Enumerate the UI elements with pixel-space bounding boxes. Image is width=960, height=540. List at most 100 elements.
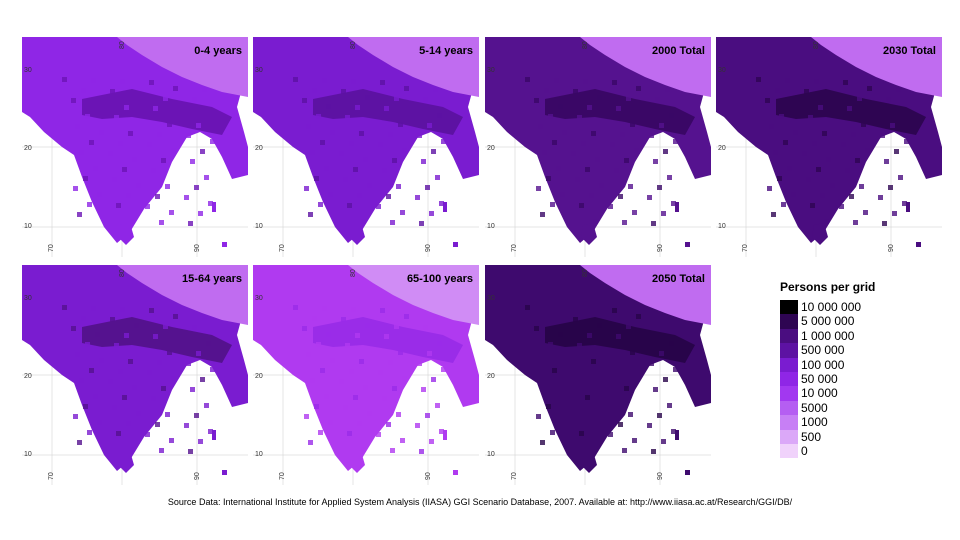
grid-cell	[867, 86, 872, 91]
grid-cell	[380, 308, 385, 313]
grid-cell	[194, 413, 199, 418]
grid-cell	[363, 385, 368, 390]
grid-cell	[659, 123, 664, 128]
dense-region	[82, 317, 232, 363]
grid-cell	[886, 97, 891, 102]
grid-cell	[161, 158, 166, 163]
grid-cell	[767, 186, 772, 191]
grid-cell	[421, 387, 426, 392]
grid-cell	[556, 394, 561, 399]
latitude-label: 20	[255, 373, 263, 380]
grid-cell	[649, 133, 654, 138]
latitude-label: 10	[718, 223, 726, 230]
panel-title: 2000 Total	[652, 45, 705, 57]
map-panel: 2050 Total 30 20 10 70 80 90	[485, 265, 711, 485]
grid-cell	[808, 115, 813, 120]
grid-cell	[651, 221, 656, 226]
grid-cell	[667, 403, 672, 408]
grid-cell	[145, 432, 150, 437]
sri-lanka	[118, 223, 134, 245]
grid-cell	[661, 439, 666, 444]
grid-cell	[814, 79, 819, 84]
latitude-label: 20	[255, 145, 263, 152]
himalaya-region	[348, 265, 479, 325]
grid-cell	[628, 184, 633, 189]
latitude-label: 20	[718, 145, 726, 152]
island	[212, 430, 216, 440]
dense-region	[313, 317, 463, 363]
grid-cell	[562, 358, 567, 363]
dense-region	[545, 89, 695, 135]
grid-cell	[353, 167, 358, 172]
latitude-label: 30	[255, 67, 263, 74]
grid-cell	[62, 305, 67, 310]
legend-swatch	[780, 328, 798, 344]
grid-cell	[573, 89, 578, 94]
legend-swatch	[780, 357, 798, 372]
map-panel: 65-100 years 30 20 10 70 80 90	[253, 265, 479, 485]
grid-cell	[357, 193, 362, 198]
grid-cell	[198, 439, 203, 444]
grid-cell	[669, 341, 674, 346]
latitude-label: 30	[718, 67, 726, 74]
island	[675, 202, 679, 212]
grid-cell	[122, 167, 127, 172]
grid-cell	[593, 219, 598, 224]
grid-cell	[896, 87, 901, 92]
population-map	[485, 265, 711, 485]
grid-cell	[560, 192, 565, 197]
longitude-label: 90	[425, 472, 432, 480]
longitude-label: 70	[279, 472, 286, 480]
grid-cell	[785, 78, 790, 83]
grid-cell	[378, 142, 383, 147]
grid-cell	[861, 122, 866, 127]
grid-cell	[593, 447, 598, 452]
sri-lanka	[349, 451, 365, 473]
grid-cell	[390, 220, 395, 225]
legend-entry: 1000	[780, 415, 950, 430]
legend-swatch	[780, 314, 798, 329]
grid-cell	[853, 220, 858, 225]
latitude-label: 10	[487, 223, 495, 230]
grid-cell	[359, 131, 364, 136]
legend-entry: 100 000	[780, 357, 950, 372]
grid-cell	[153, 334, 158, 339]
grid-cell	[614, 168, 619, 173]
sri-lanka	[812, 223, 828, 245]
grid-cell	[112, 405, 117, 410]
grid-cell	[126, 421, 131, 426]
grid-cell	[97, 420, 102, 425]
grid-cell	[647, 195, 652, 200]
grid-cell	[787, 166, 792, 171]
grid-cell	[882, 221, 887, 226]
grid-cell	[382, 396, 387, 401]
grid-cell	[376, 204, 381, 209]
grid-cell	[550, 430, 555, 435]
grid-cell	[620, 360, 625, 365]
grid-cell	[579, 203, 584, 208]
himalaya-region	[117, 37, 248, 97]
grid-cell	[99, 358, 104, 363]
grid-cell	[134, 323, 139, 328]
longitude-label: 70	[511, 244, 518, 252]
grid-cell	[380, 80, 385, 85]
population-map	[253, 37, 479, 257]
grid-cell	[328, 192, 333, 197]
grid-cell	[669, 113, 674, 118]
grid-cell	[81, 88, 86, 93]
grid-cell	[599, 183, 604, 188]
grid-cell	[558, 104, 563, 109]
grid-cell	[824, 219, 829, 224]
grid-cell	[149, 308, 154, 313]
grid-cell	[851, 132, 856, 137]
grid-cell	[304, 414, 309, 419]
grid-cell	[655, 97, 660, 102]
grid-cell	[316, 114, 321, 119]
grid-cell	[210, 139, 215, 144]
grid-cell	[394, 324, 399, 329]
grid-cell	[316, 342, 321, 347]
grid-cell	[167, 122, 172, 127]
grid-cell	[351, 307, 356, 312]
legend-label: 5000	[801, 400, 828, 415]
grid-cell	[665, 87, 670, 92]
